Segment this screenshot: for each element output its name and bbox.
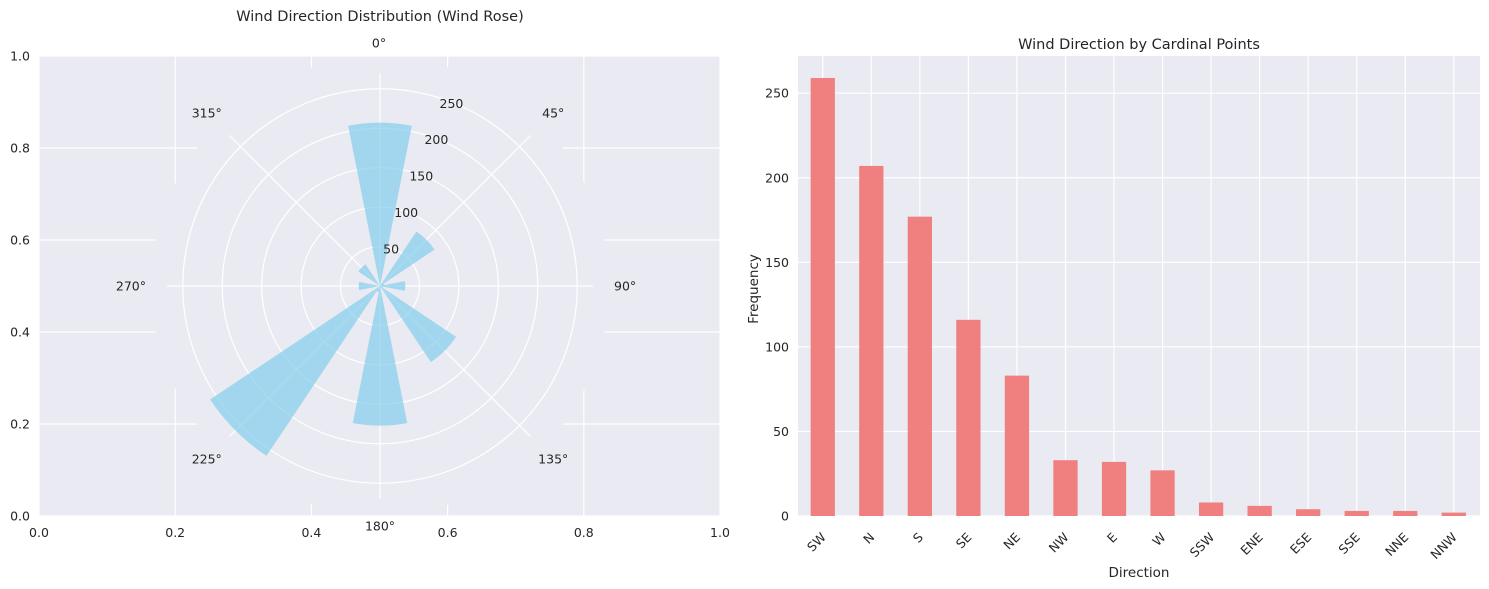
wind-rose-bar	[380, 286, 384, 288]
x-tick-label: S	[910, 529, 926, 545]
wind-rose-bar	[358, 264, 380, 286]
angle-tick-label: 135°	[538, 452, 568, 467]
radial-tick-label: 100	[394, 205, 418, 220]
wind-rose-bar	[358, 281, 380, 291]
wind-rose-bar	[379, 284, 380, 286]
angle-tick-label: 315°	[192, 105, 222, 120]
bg-x-tick-label: 0.0	[29, 525, 49, 540]
x-tick-label: ESE	[1287, 529, 1314, 556]
x-tick-label: NNW	[1427, 530, 1460, 563]
bar-chart-plot-area	[798, 56, 1480, 516]
bar-chart-title: Wind Direction by Cardinal Points	[1018, 37, 1260, 53]
x-tick-label: SSE	[1335, 529, 1362, 556]
wind-rose-bar	[380, 283, 382, 286]
angle-tick-label: 0°	[372, 36, 386, 51]
bar-nnw	[1441, 512, 1466, 516]
bar-ne	[1004, 375, 1030, 516]
bar-ese	[1296, 509, 1321, 516]
bg-y-tick-label: 1.0	[10, 49, 30, 64]
radial-tick-label: 50	[383, 242, 399, 257]
wind-rose-bar	[380, 286, 382, 289]
x-tick-label: NW	[1046, 530, 1072, 556]
bg-y-tick-label: 0.8	[10, 141, 30, 156]
angle-tick-label: 225°	[192, 452, 222, 467]
bar-sse	[1344, 510, 1369, 516]
wind-rose-bar	[380, 231, 435, 286]
bar-sw	[810, 77, 835, 516]
bar-se	[956, 319, 981, 516]
y-axis-label: Frequency	[746, 254, 762, 324]
y-tick-label: 0	[781, 509, 789, 524]
y-tick-label: 100	[765, 339, 789, 354]
x-tick-label: SE	[953, 529, 975, 551]
x-tick-label: E	[1104, 529, 1120, 545]
angle-tick-label: 90°	[614, 279, 636, 294]
bar-ene	[1247, 505, 1272, 516]
bg-x-tick-label: 0.4	[301, 525, 321, 540]
bg-x-tick-label: 1.0	[710, 525, 730, 540]
angle-tick-label: 270°	[116, 279, 146, 294]
y-tick-label: 50	[773, 424, 789, 439]
bg-x-tick-label: 0.6	[438, 525, 458, 540]
bg-y-tick-label: 0.0	[10, 509, 30, 524]
x-tick-label: W	[1149, 530, 1168, 549]
wind-rose-bar	[380, 283, 385, 286]
wind-rose-bar	[348, 122, 412, 286]
x-tick-label: NNE	[1382, 529, 1411, 558]
y-tick-label: 250	[765, 86, 789, 101]
bg-x-tick-label: 0.2	[165, 525, 185, 540]
bar-ssw	[1198, 502, 1224, 516]
bg-y-tick-label: 0.4	[10, 325, 30, 340]
radial-tick-label: 200	[424, 132, 448, 147]
y-tick-label: 150	[765, 255, 789, 270]
bar-nw	[1053, 460, 1078, 516]
bar-s	[907, 216, 932, 517]
bar-n	[859, 165, 884, 517]
wind-rose-chart: 0.0 0.2 0.4 0.6 0.8 1.0 0.0 0.2 0.4 0.6 0.8 1.0 50 1…	[10, 9, 730, 540]
x-tick-label: N	[860, 530, 877, 547]
x-tick-label: NE	[1000, 529, 1023, 552]
x-tick-label: ENE	[1237, 529, 1265, 557]
wind-rose-bar	[376, 286, 380, 293]
wind-rose-bar	[210, 286, 380, 456]
bg-x-tick-label: 0.8	[574, 525, 594, 540]
angle-tick-label: 180°	[365, 519, 395, 534]
x-axis-label: Direction	[1109, 565, 1170, 581]
bg-y-tick-label: 0.2	[10, 417, 30, 432]
bar-e	[1101, 461, 1127, 516]
wind-rose-bar	[380, 286, 457, 363]
wind-rose-bar	[380, 281, 406, 291]
angular-gridline	[228, 134, 381, 287]
x-tick-label: SSW	[1187, 530, 1218, 561]
wind-rose-bar	[352, 286, 408, 426]
bg-y-tick-label: 0.6	[10, 233, 30, 248]
bar-w	[1150, 470, 1175, 516]
bar-nne	[1393, 510, 1418, 516]
y-tick-label: 200	[765, 170, 789, 185]
radial-tick-label: 150	[409, 169, 433, 184]
radial-tick-label: 250	[440, 96, 464, 111]
wind-rose-title: Wind Direction Distribution (Wind Rose)	[236, 9, 524, 25]
angle-tick-label: 45°	[542, 105, 564, 120]
x-tick-label: SW	[804, 530, 829, 555]
